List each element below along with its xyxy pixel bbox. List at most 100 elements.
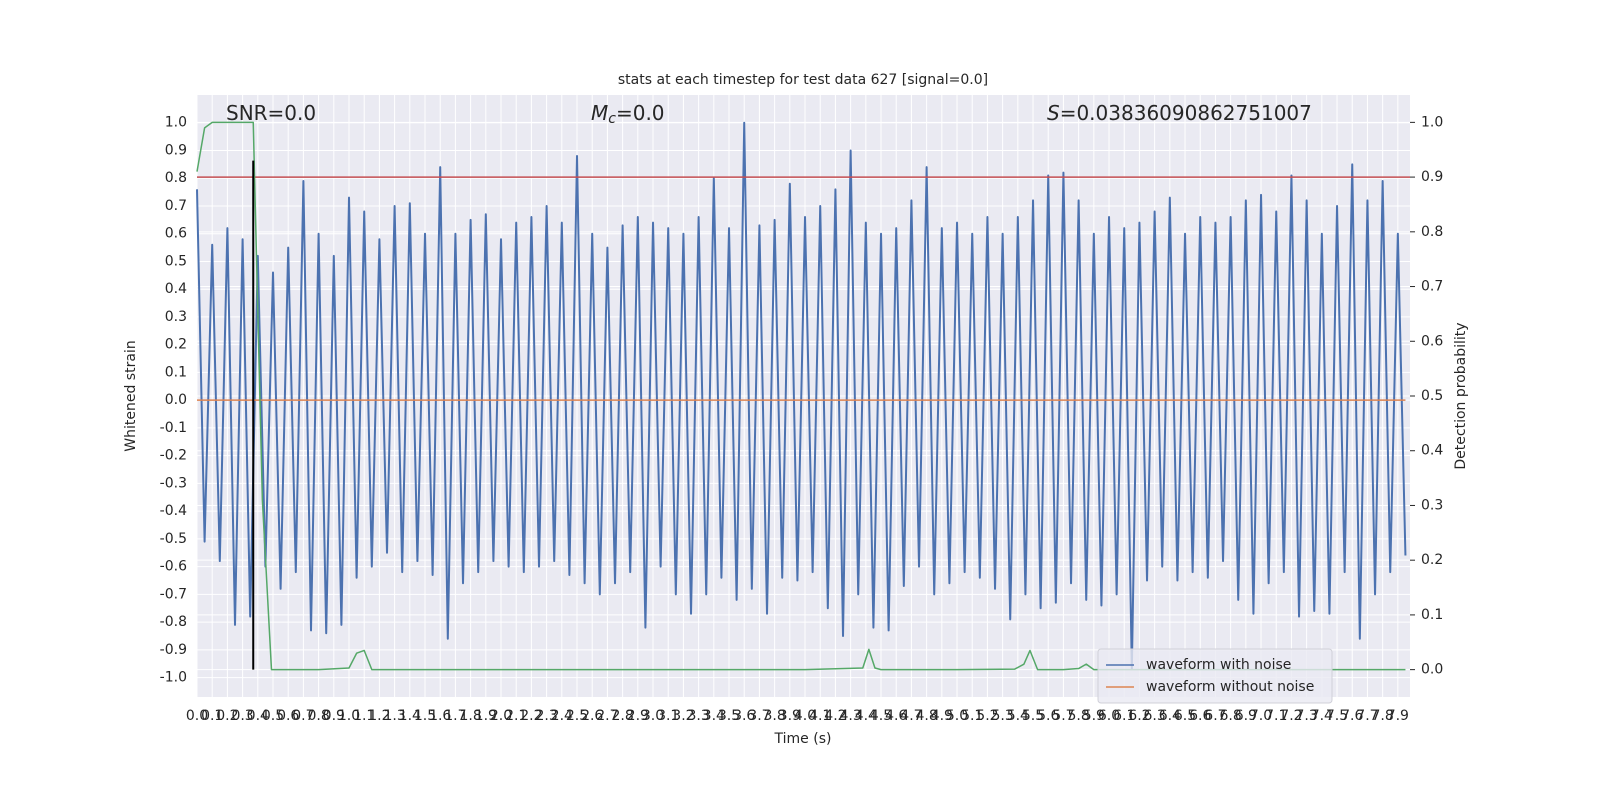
- y-tick-label: -0.6: [160, 559, 187, 575]
- x-tick-label: 1.6: [429, 708, 451, 724]
- x-tick-label: 5.1: [961, 708, 983, 724]
- annotation-text: SNR=0.0: [226, 101, 316, 125]
- y-axis-label: Whitened strain: [123, 340, 139, 451]
- y2-tick-label: 0.6: [1421, 333, 1443, 349]
- x-tick-label: 3.5: [718, 708, 740, 724]
- y-tick-label: -0.7: [160, 586, 187, 602]
- y-tick-label: 0.6: [165, 226, 187, 242]
- x-tick-label: 6.3: [1143, 708, 1165, 724]
- x-tick-label: 2.2: [520, 708, 542, 724]
- x-tick-label: 6.9: [1235, 708, 1257, 724]
- annotation: S=0.03836090862751007: [1047, 101, 1312, 125]
- x-tick-label: 2.9: [627, 708, 649, 724]
- x-tick-label: 1.2: [368, 708, 390, 724]
- y-tick-label: 0.0: [165, 392, 187, 408]
- annotation-symbol: M: [591, 101, 608, 125]
- x-tick-label: 0.1: [201, 708, 223, 724]
- x-tick-label: 4.4: [855, 708, 877, 724]
- y2-tick-label: 0.3: [1421, 497, 1443, 513]
- x-tick-label: 2.3: [535, 708, 557, 724]
- x-tick-label: 6.4: [1159, 708, 1181, 724]
- y-tick-label: 0.4: [165, 281, 187, 297]
- x-tick-label: 3.9: [779, 708, 801, 724]
- annotation: Mc=0.0: [591, 101, 665, 128]
- x-tick-label: 4.8: [915, 708, 937, 724]
- x-tick-label: 4.3: [839, 708, 861, 724]
- x-tick-label: 4.6: [885, 708, 907, 724]
- y2-tick-label: 0.0: [1421, 662, 1443, 678]
- x-tick-label: 2.0: [490, 708, 512, 724]
- annotation-subscript: c: [608, 111, 616, 127]
- x-tick-label: 7.6: [1341, 708, 1363, 724]
- y-tick-label: 0.7: [165, 198, 187, 214]
- x-tick-label: 3.2: [672, 708, 694, 724]
- x-tick-label: 3.0: [642, 708, 664, 724]
- x-tick-label: 1.1: [353, 708, 375, 724]
- y-tick-label: 0.5: [165, 253, 187, 269]
- x-tick-label: 7.3: [1296, 708, 1318, 724]
- y-tick-label: 0.2: [165, 337, 187, 353]
- x-tick-label: 3.6: [733, 708, 755, 724]
- x-tick-label: 4.5: [870, 708, 892, 724]
- x-tick-label: 2.4: [551, 708, 573, 724]
- y-tick-label: 1.0: [165, 115, 187, 131]
- y-tick-label: -0.5: [160, 531, 187, 547]
- x-tick-label: 2.5: [566, 708, 588, 724]
- x-tick-label: 3.8: [763, 708, 785, 724]
- y2-tick-label: 0.2: [1421, 552, 1443, 568]
- x-tick-label: 3.4: [703, 708, 725, 724]
- x-tick-label: 2.7: [596, 708, 618, 724]
- x-tick-label: 7.5: [1326, 708, 1348, 724]
- x-tick-label: 1.5: [414, 708, 436, 724]
- x-tick-label: 6.0: [1098, 708, 1120, 724]
- x-tick-label: 7.7: [1356, 708, 1378, 724]
- x-tick-label: 6.1: [1113, 708, 1135, 724]
- x-tick-label: 0.2: [216, 708, 238, 724]
- x-tick-label: 2.8: [611, 708, 633, 724]
- x-tick-label: 3.1: [657, 708, 679, 724]
- y-tick-label: -0.8: [160, 614, 187, 630]
- x-tick-label: 6.2: [1128, 708, 1150, 724]
- series-line: [196, 121, 1407, 671]
- x-tick-label: 0.9: [323, 708, 345, 724]
- x-tick-label: 0.5: [262, 708, 284, 724]
- legend-label: waveform without noise: [1146, 679, 1314, 695]
- x-tick-label: 7.9: [1387, 708, 1409, 724]
- x-tick-label: 7.0: [1250, 708, 1272, 724]
- x-tick-label: 5.4: [1007, 708, 1029, 724]
- x-tick-label: 0.3: [231, 708, 253, 724]
- legend-label: waveform with noise: [1146, 657, 1291, 673]
- y2-tick-label: 0.9: [1421, 169, 1443, 185]
- y-tick-label: -0.4: [160, 503, 187, 519]
- y2-tick-label: 0.5: [1421, 388, 1443, 404]
- x-tick-label: 3.3: [687, 708, 709, 724]
- x-tick-label: 0.0: [186, 708, 208, 724]
- x-tick-label: 6.7: [1204, 708, 1226, 724]
- x-tick-label: 5.0: [946, 708, 968, 724]
- x-tick-label: 1.0: [338, 708, 360, 724]
- y2-tick-label: 0.8: [1421, 224, 1443, 240]
- y-tick-label: 0.8: [165, 170, 187, 186]
- x-tick-label: 0.8: [307, 708, 329, 724]
- x-tick-label: 0.4: [247, 708, 269, 724]
- x-tick-label: 7.8: [1372, 708, 1394, 724]
- annotation-symbol: S: [1047, 101, 1060, 125]
- y-tick-label: -0.2: [160, 448, 187, 464]
- y2-axis-label: Detection probability: [1453, 322, 1469, 469]
- y-tick-label: 0.9: [165, 142, 187, 158]
- y2-tick-label: 0.1: [1421, 607, 1443, 623]
- legend-box: [1097, 648, 1333, 704]
- x-tick-label: 1.3: [383, 708, 405, 724]
- y2-tick-label: 1.0: [1421, 114, 1443, 130]
- annotation-text: =0.03836090862751007: [1060, 101, 1312, 125]
- x-tick-label: 5.8: [1067, 708, 1089, 724]
- chart-title: stats at each timestep for test data 627…: [618, 72, 988, 88]
- y-tick-label: -0.1: [160, 420, 187, 436]
- x-tick-label: 4.0: [794, 708, 816, 724]
- x-tick-label: 6.6: [1189, 708, 1211, 724]
- x-tick-label: 0.6: [277, 708, 299, 724]
- x-tick-label: 1.4: [399, 708, 421, 724]
- x-tick-label: 7.4: [1311, 708, 1333, 724]
- x-tick-label: 4.1: [809, 708, 831, 724]
